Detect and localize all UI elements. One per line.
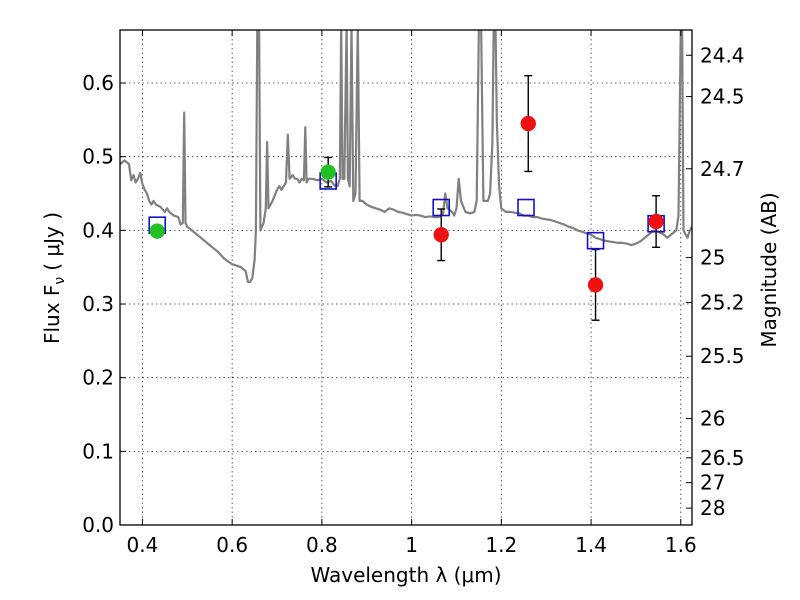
- marker-layer: [148, 74, 665, 321]
- green-point: [320, 164, 336, 180]
- spectrum-line: [120, 30, 692, 283]
- right-tick-label: 27: [700, 471, 725, 495]
- y-tick-label: 0.5: [82, 145, 114, 169]
- x-tick-label: 0.4: [127, 533, 159, 557]
- y-tick-label: 0.4: [82, 218, 114, 242]
- x-axis-title: Wavelength λ (μm): [310, 563, 501, 587]
- x-tick-label: 1: [405, 533, 418, 557]
- y-axis-title-main: Flux F: [40, 285, 64, 344]
- y-tick-label: 0.3: [82, 292, 114, 316]
- x-tick-label: 1.6: [665, 533, 697, 557]
- right-tick-label: 25.2: [700, 291, 745, 315]
- y-tick-label: 0.0: [82, 513, 114, 537]
- model-square: [517, 198, 535, 217]
- green-point: [149, 223, 165, 239]
- y-axis-title-sub: ν: [52, 277, 68, 285]
- model-square: [586, 231, 605, 250]
- y-axis-title-unit: ( μJy ): [40, 212, 64, 271]
- right-tick-label: 26.5: [700, 446, 745, 470]
- y-tick-label: 0.2: [82, 366, 114, 390]
- tick-labels: 0.4 0.6 0.8 1 1.2 1.4 1.6 0.0 0.1 0.2 0.3 0.4 0.5 0.6…: [82, 43, 744, 557]
- right-tick-label: 26: [700, 407, 725, 431]
- x-tick-label: 0.6: [216, 533, 248, 557]
- plot-frame: [119, 29, 693, 526]
- grid: [120, 30, 692, 526]
- red-point: [433, 227, 449, 243]
- y-axis-title-group: Flux Fν ( μJy ): [40, 212, 68, 344]
- right-tick-label: 24.5: [700, 85, 745, 109]
- y-axis-title: Flux Fν ( μJy ): [40, 212, 68, 344]
- right-tick-label: 24.7: [700, 157, 745, 181]
- y-tick-label: 0.6: [82, 71, 114, 95]
- y-tick-label: 0.1: [82, 439, 114, 463]
- x-tick-label: 0.8: [306, 533, 338, 557]
- red-point: [648, 213, 664, 230]
- right-tick-label: 28: [700, 496, 725, 520]
- right-tick-label: 25: [700, 246, 725, 270]
- x-tick-label: 1.4: [575, 533, 607, 557]
- red-point: [520, 115, 537, 132]
- red-point: [587, 277, 604, 293]
- spectrum-line-layer: [120, 30, 692, 283]
- right-axis-title: Magnitude (AB): [757, 192, 781, 347]
- model-square: [432, 198, 451, 217]
- right-tick-label: 24.4: [700, 43, 745, 67]
- right-tick-label: 25.5: [700, 344, 745, 368]
- axis-ticks: [120, 30, 692, 526]
- x-tick-label: 1.2: [485, 533, 517, 557]
